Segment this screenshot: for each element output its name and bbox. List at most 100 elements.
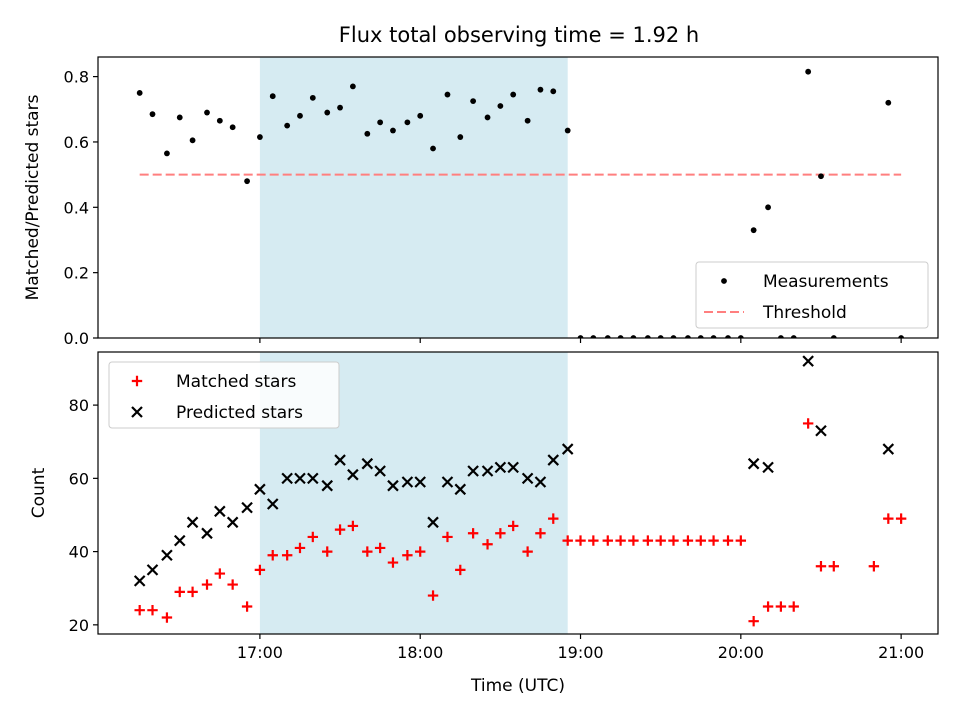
legend: Measurements Threshold (695, 261, 929, 329)
count-panel: 17:00 18:00 19:00 20:00 21:00 20 40 60 80 Count Ma… (29, 351, 939, 662)
point-x (467, 465, 479, 477)
point-plus (442, 531, 453, 543)
point-dot (244, 178, 250, 185)
point-dot (765, 204, 771, 211)
point-dot (830, 335, 837, 338)
point-dot (216, 117, 223, 124)
point-x (414, 476, 426, 488)
point-dot (604, 335, 611, 338)
point-plus (548, 513, 559, 524)
point-plus (482, 539, 493, 550)
point-x (882, 443, 895, 455)
point-plus (788, 601, 799, 612)
point-x (534, 476, 547, 488)
legend-predicted-label: Predicted stars (176, 403, 303, 423)
point-plus (588, 535, 599, 546)
point-plus (695, 535, 706, 546)
point-x (321, 479, 334, 492)
point-plus (467, 528, 479, 539)
point-dot (470, 98, 477, 105)
point-dot (590, 335, 597, 338)
y-tick-label: 20 (69, 616, 89, 635)
point-plus (495, 528, 506, 539)
point-x (427, 516, 439, 529)
point-x (201, 527, 213, 540)
legend-box (108, 361, 340, 429)
y-tick-label: 0.4 (64, 198, 89, 217)
point-plus (815, 561, 827, 572)
point-plus (362, 546, 373, 557)
point-dot (257, 134, 263, 140)
point-plus (161, 612, 173, 623)
point-dot (377, 119, 384, 126)
point-plus (828, 561, 840, 572)
x-axis-label: Time (UTC) (470, 676, 565, 696)
point-dot (818, 173, 824, 180)
point-plus (575, 535, 586, 546)
point-x (281, 472, 293, 485)
point-x (254, 483, 266, 496)
y-tick-label: 60 (69, 469, 89, 488)
point-dot (229, 124, 236, 131)
point-dot (176, 114, 183, 121)
point-dot (805, 68, 812, 75)
point-plus (628, 535, 639, 546)
ratio-panel: 0.0 0.2 0.4 0.6 0.8 Matched/Predicted stars Me… (23, 56, 939, 348)
data-layer (136, 68, 905, 338)
point-x (146, 564, 159, 576)
point-dot (550, 88, 557, 95)
point-plus (735, 535, 747, 546)
point-plus (174, 586, 185, 598)
point-x (507, 461, 519, 474)
point-x (494, 461, 507, 474)
point-dot (417, 112, 424, 119)
y-tick-label: 0.8 (64, 68, 89, 87)
point-x (347, 468, 359, 481)
point-plus (187, 586, 198, 598)
point-plus (201, 579, 213, 590)
point-x (481, 465, 494, 477)
axes-frame (97, 351, 939, 635)
shaded-span (259, 57, 568, 338)
point-dot (710, 335, 717, 338)
point-plus (507, 520, 519, 532)
axes-frame (97, 56, 939, 339)
y-axis-label: Matched/Predicted stars (23, 94, 43, 300)
data-layer (133, 355, 907, 627)
point-dot (670, 335, 677, 338)
point-plus (895, 513, 907, 524)
point-x (747, 457, 760, 470)
point-x (815, 424, 827, 437)
x-tick-label: 17:00 (237, 643, 283, 662)
point-plus (307, 531, 319, 543)
point-dot (778, 335, 784, 338)
point-plus (722, 535, 734, 546)
y-tick-label: 0.2 (64, 264, 89, 283)
point-dot (430, 145, 436, 152)
point-x (441, 476, 454, 488)
point-x (307, 472, 319, 485)
point-x (802, 355, 814, 367)
point-x (454, 483, 467, 496)
legend: Matched stars Predicted stars (108, 361, 340, 429)
y-tick-label: 0.6 (64, 133, 89, 152)
point-dot (444, 91, 451, 98)
point-dot (297, 112, 303, 119)
point-dot (617, 335, 624, 338)
legend-threshold-label: Threshold (762, 303, 847, 323)
point-dot (204, 109, 210, 116)
point-dot (750, 227, 757, 234)
point-x (241, 501, 253, 514)
point-plus (387, 557, 399, 568)
y-tick-label: 80 (69, 396, 89, 415)
point-x (361, 457, 374, 470)
point-dot (309, 94, 316, 101)
point-x (266, 498, 279, 510)
point-plus (682, 535, 694, 546)
point-plus (615, 535, 626, 546)
point-dot (657, 335, 664, 338)
point-dot (737, 335, 744, 338)
point-dot (149, 111, 156, 118)
point-plus (427, 590, 439, 601)
